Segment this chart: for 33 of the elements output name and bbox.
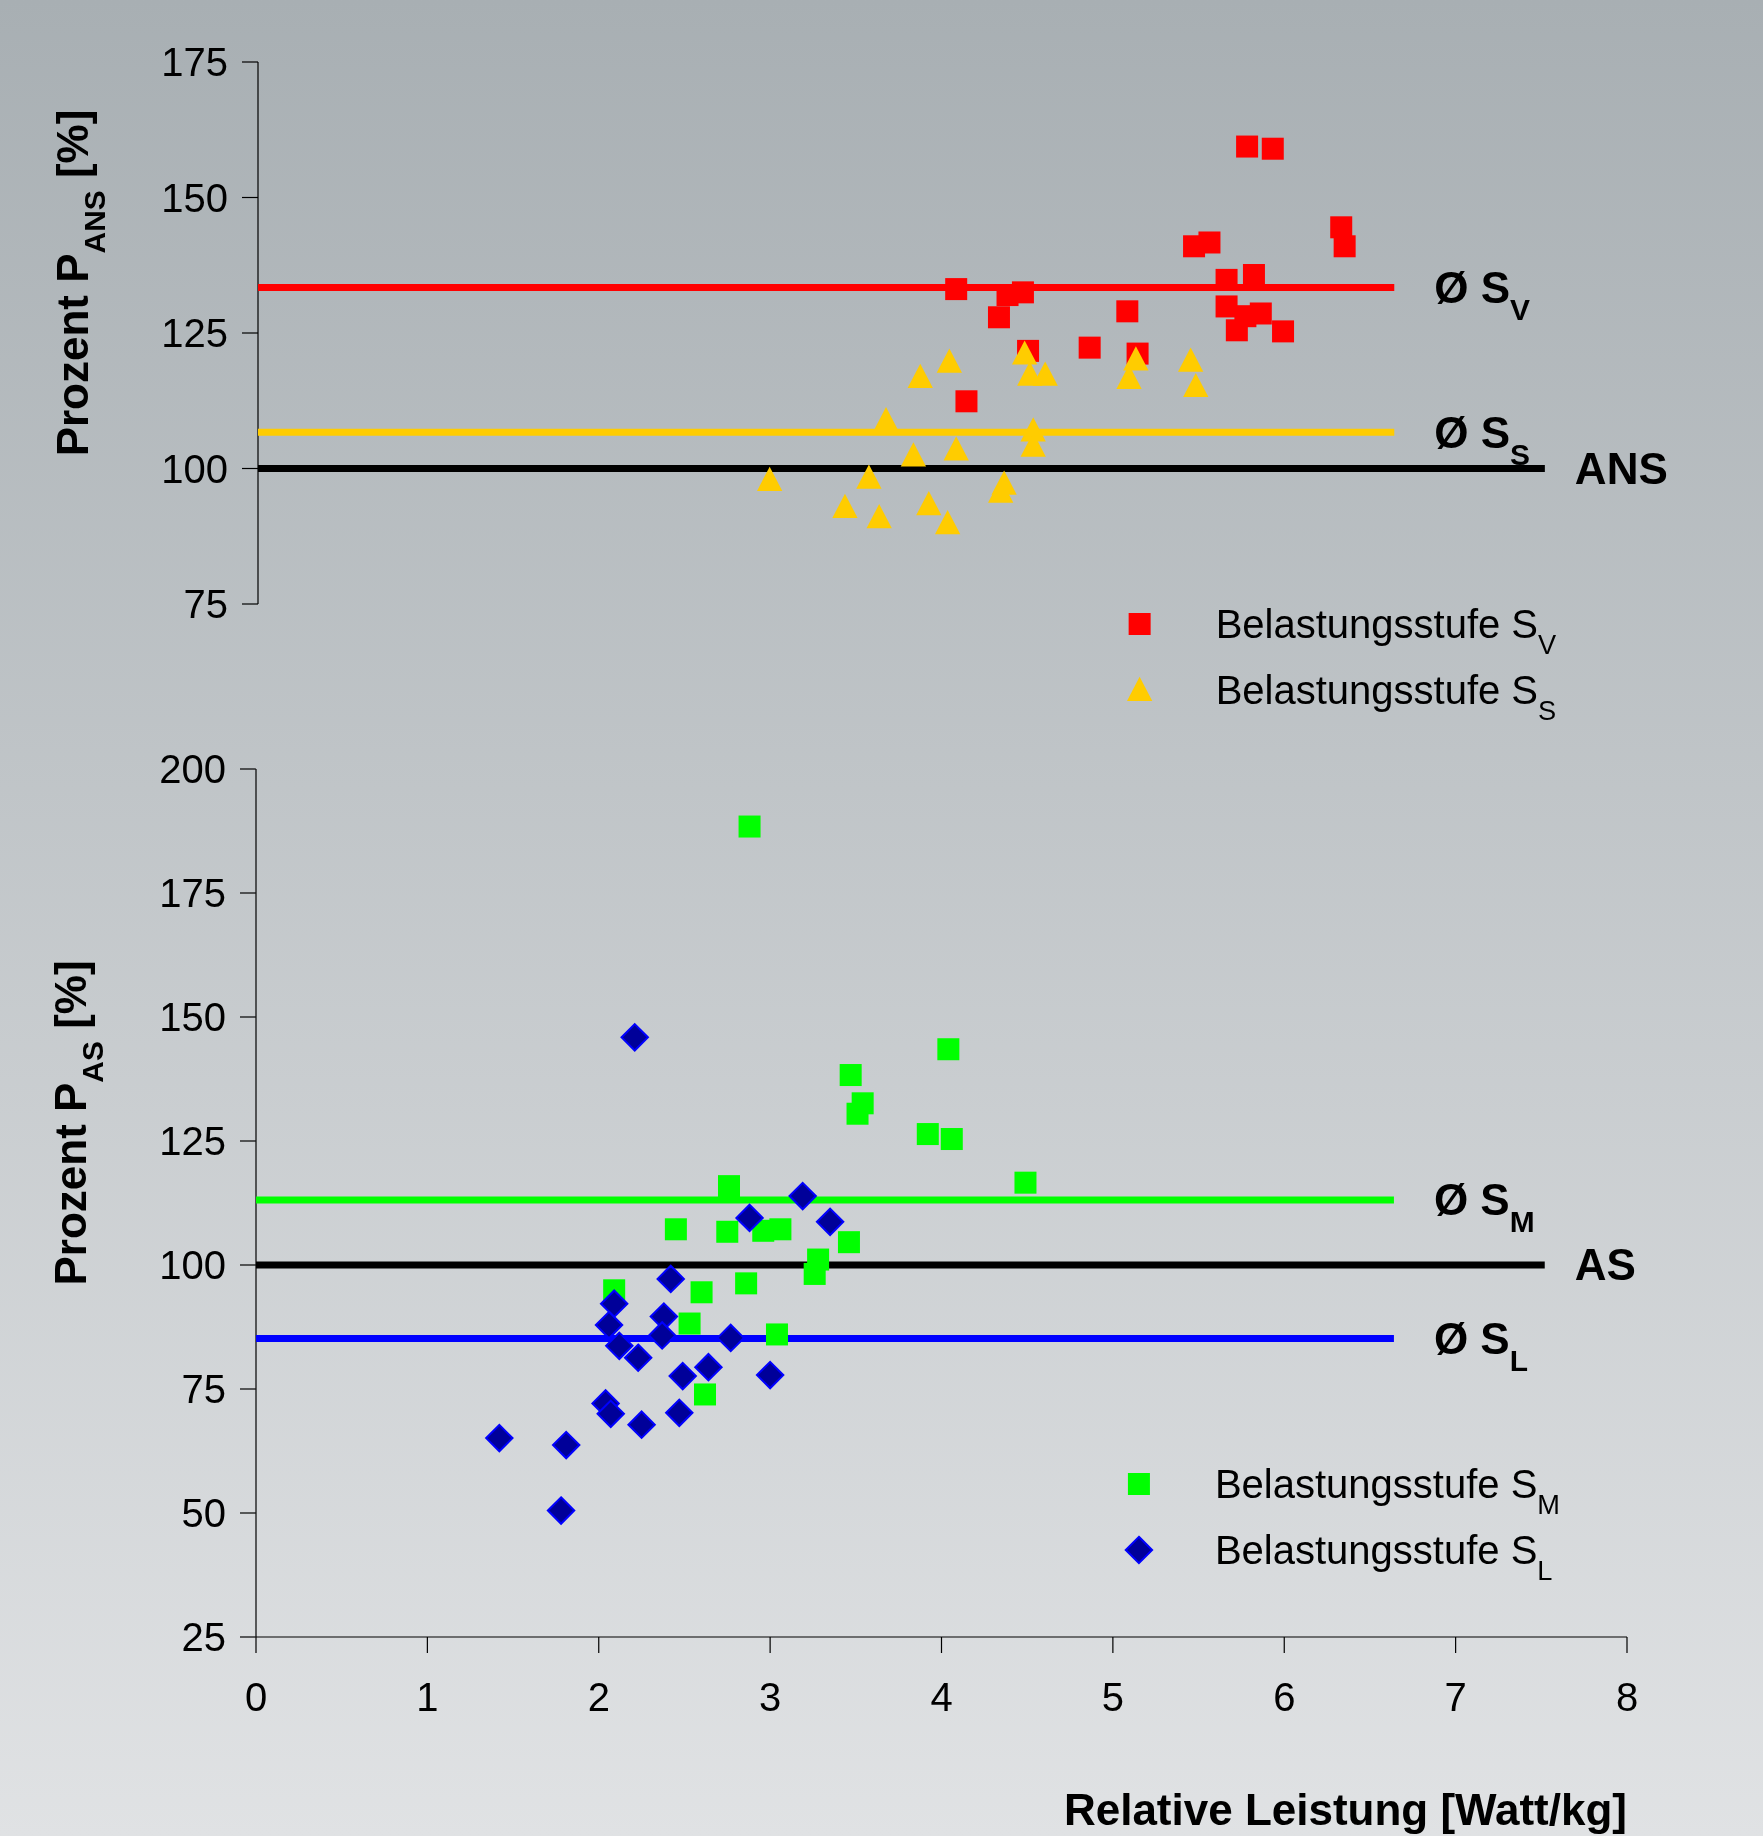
legend-label: Belastungsstufe S$_{V}$ [1215,602,1558,660]
ref-line-label: Ø S$_{M}$ [1433,1175,1535,1238]
x-tick-label: 0 [244,1675,268,1719]
y-tick-label: 25 [181,1615,226,1659]
y-tick-label: 50 [181,1491,226,1535]
x-tick-label: 5 [1101,1675,1124,1719]
ref-line-label: Ø S$_{S}$ [1434,407,1531,471]
x-tick-label: 6 [1273,1675,1296,1719]
x-tick-label: 1 [416,1675,439,1719]
legend-label: Belastungsstufe S$_{M}$ [1214,1462,1560,1520]
y-tick-label: 150 [159,995,226,1039]
x-tick-label: 2 [587,1675,610,1719]
x-axis-title: Relative Leistung [Watt/kg] [1063,1785,1627,1834]
x-tick-label: 7 [1444,1675,1467,1719]
y-tick-label: 100 [159,1243,226,1287]
y-tick-label: 200 [159,747,226,791]
ref-line-label: ANS [1574,443,1668,493]
x-tick-label: 8 [1615,1675,1639,1719]
y-tick-label: 125 [159,1119,226,1163]
y-tick-label: 150 [161,175,228,220]
x-tick-label: 4 [930,1675,953,1719]
y-tick-label: 75 [183,582,228,626]
x-tick-label: 3 [759,1675,782,1719]
y-tick-label: 175 [159,871,226,915]
y-tick-label: 100 [161,446,228,491]
ref-line-label: Ø S$_{L}$ [1433,1313,1529,1377]
ref-line-label: Ø S$_{V}$ [1434,262,1531,326]
y-tick-label: 125 [161,311,228,355]
ref-line-label: AS [1574,1240,1636,1290]
legend-label: Belastungsstufe S$_{L}$ [1214,1528,1553,1586]
y-tick-label: 175 [161,40,228,84]
legend-label: Belastungsstufe S$_{S}$ [1215,668,1557,726]
y-tick-label: 75 [181,1367,226,1411]
